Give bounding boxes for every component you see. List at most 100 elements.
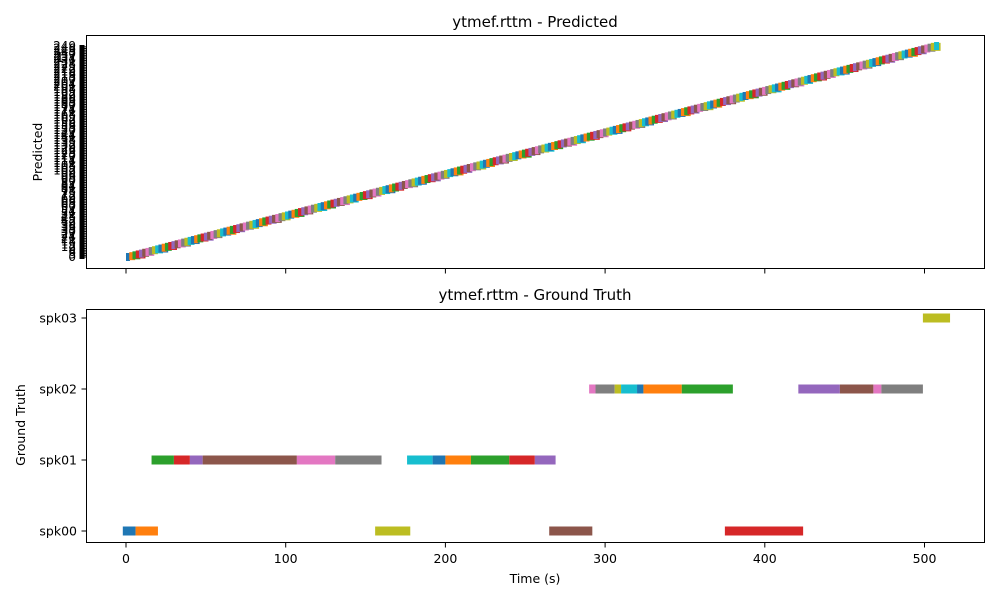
ground-truth-segment xyxy=(173,455,190,465)
predicted-title: ytmef.rttm - Predicted xyxy=(452,13,617,31)
ground-truth-segment xyxy=(637,384,644,394)
y-tick-label: 84 xyxy=(61,179,76,193)
x-tick-label: 300 xyxy=(593,551,617,566)
predicted-segment xyxy=(421,175,426,184)
ground-truth-x-ticks: 0 100 200 300 400 500 xyxy=(122,542,936,566)
predicted-segment xyxy=(525,148,531,157)
y-tick-label: 60 xyxy=(61,199,76,213)
predicted-segment xyxy=(220,228,227,237)
y-tick-label: 171 xyxy=(53,105,76,119)
y-tick-label: 213 xyxy=(53,70,76,84)
predicted-segment xyxy=(693,104,698,113)
predicted-axes-frame xyxy=(86,35,985,269)
predicted-segment xyxy=(148,247,153,256)
predicted-segment xyxy=(502,154,508,163)
predicted-segment xyxy=(375,187,380,196)
y-tick-label: spk03 xyxy=(39,311,77,326)
y-tick-label: 168 xyxy=(53,108,76,122)
y-tick-label: 123 xyxy=(53,146,76,160)
predicted-segment xyxy=(638,119,644,128)
predicted-segment xyxy=(366,190,372,199)
ground-truth-segment xyxy=(681,384,733,394)
predicted-segment xyxy=(398,181,403,190)
ground-truth-segment xyxy=(335,455,382,465)
y-tick-label: 138 xyxy=(53,133,76,147)
ground-truth-axes-frame xyxy=(86,309,985,543)
predicted-segment xyxy=(648,116,653,125)
ground-truth-segments xyxy=(122,313,951,536)
y-tick-label: 0 xyxy=(68,250,76,264)
y-tick-label: 240 xyxy=(53,47,76,61)
y-tick-label: 81 xyxy=(61,181,76,195)
y-tick-label: 132 xyxy=(53,138,76,152)
predicted-segment xyxy=(603,128,608,137)
predicted-segment xyxy=(343,196,349,205)
y-tick-label: 159 xyxy=(53,115,76,129)
predicted-segment xyxy=(320,202,326,211)
predicted-segments xyxy=(126,42,941,261)
predicted-segment xyxy=(444,169,449,178)
y-tick-label: 243 xyxy=(53,44,76,58)
y-tick-label: 105 xyxy=(53,161,76,175)
predicted-segment xyxy=(298,208,303,217)
y-tick-label: 195 xyxy=(53,85,76,99)
y-tick-label: 153 xyxy=(53,120,76,134)
predicted-segment xyxy=(310,204,317,213)
ground-truth-x-axis-label: Time (s) xyxy=(509,571,561,586)
y-tick-label: 180 xyxy=(53,97,76,111)
predicted-segment xyxy=(697,103,704,112)
predicted-segment xyxy=(388,184,394,193)
predicted-segment xyxy=(901,50,908,59)
ground-truth-segment xyxy=(922,313,951,323)
predicted-segment xyxy=(888,53,894,62)
y-tick-label: 177 xyxy=(53,100,76,114)
ground-truth-segment xyxy=(135,526,158,536)
predicted-segment xyxy=(797,77,803,86)
predicted-segment xyxy=(729,95,735,104)
predicted-segment xyxy=(515,151,522,160)
y-tick-label: 228 xyxy=(53,57,76,71)
y-tick-label: 15 xyxy=(61,237,76,251)
y-tick-label: 204 xyxy=(53,77,76,91)
y-tick-label: 33 xyxy=(61,222,76,236)
predicted-segment xyxy=(833,68,840,77)
predicted-segment xyxy=(807,75,812,84)
predicted-segment xyxy=(865,59,871,68)
y-tick-label: 45 xyxy=(61,212,76,226)
y-tick-label: 126 xyxy=(53,143,76,157)
y-tick-label: 162 xyxy=(53,113,76,127)
predicted-segment xyxy=(898,51,903,60)
predicted-segment xyxy=(229,225,235,234)
y-tick-label: 156 xyxy=(53,118,76,132)
predicted-segment xyxy=(875,57,880,66)
predicted-top-tick-label: 1 xyxy=(56,51,64,66)
predicted-segment xyxy=(547,142,553,151)
predicted-segment xyxy=(580,134,585,143)
ground-truth-segment xyxy=(798,384,840,394)
predicted-segment xyxy=(924,44,931,53)
y-tick-label: 48 xyxy=(61,209,76,223)
ground-truth-axes: ytmef.rttm - Ground Truth Ground Truth s… xyxy=(13,286,985,586)
ground-truth-segment xyxy=(534,455,556,465)
predicted-segment xyxy=(333,198,340,207)
predicted-segment xyxy=(784,80,789,89)
x-tick-label: 0 xyxy=(122,551,130,566)
y-tick-label: 9 xyxy=(68,242,76,256)
predicted-segment xyxy=(151,246,158,255)
ground-truth-y-ticks: spk00 spk01 spk02 spk03 xyxy=(39,311,87,539)
predicted-segment xyxy=(424,175,431,184)
predicted-segment xyxy=(265,216,272,225)
predicted-segment xyxy=(762,86,767,95)
predicted-segment xyxy=(171,241,176,250)
predicted-segment xyxy=(285,211,290,220)
predicted-segment xyxy=(356,192,363,201)
predicted-segment xyxy=(534,146,539,155)
predicted-segment xyxy=(719,97,726,106)
y-tick-label: 96 xyxy=(61,169,76,183)
ground-truth-segment xyxy=(873,384,882,394)
y-tick-label: 30 xyxy=(61,225,76,239)
y-tick-label: 165 xyxy=(53,110,76,124)
predicted-segment xyxy=(629,121,635,130)
predicted-segment xyxy=(138,249,144,258)
predicted-segment xyxy=(830,69,835,78)
